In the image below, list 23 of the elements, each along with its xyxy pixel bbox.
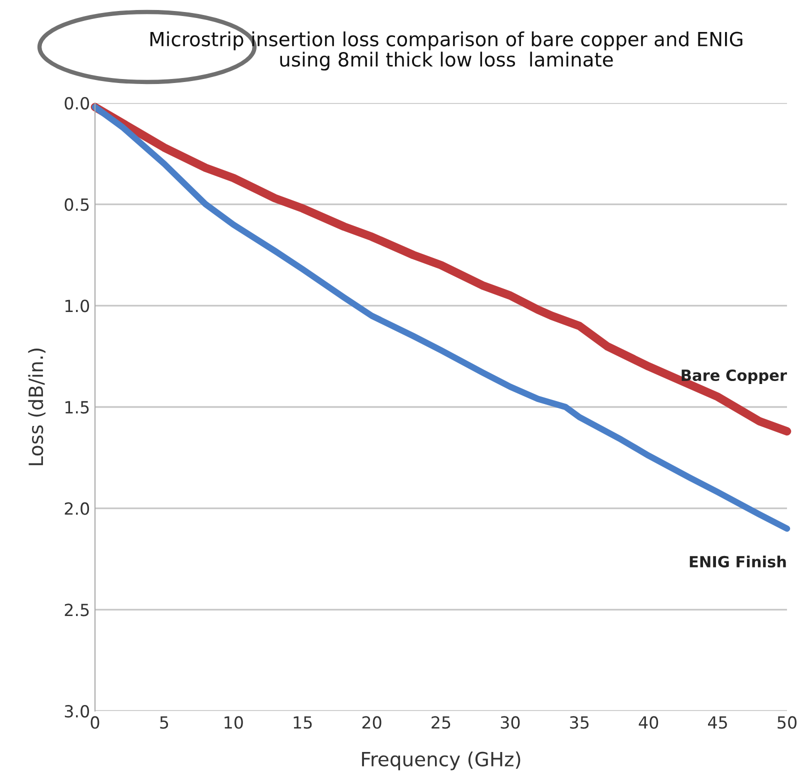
x-tick-label: 5 [160,716,168,729]
x-tick-label: 35 [570,716,589,729]
x-tick-label: 10 [224,716,243,729]
x-tick-label: 45 [708,716,727,729]
x-tick-label: 30 [500,716,520,729]
y-tick-label: 2.5 [64,604,89,616]
y-tick-label: 3.0 [64,704,90,718]
x-tick-label: 15 [294,716,312,729]
x-tick-label: 20 [362,716,382,729]
y-tick-label: 1.0 [65,300,90,312]
y-tick-label: 0.0 [64,96,90,110]
x-tick-label: 0 [90,716,100,729]
x-tick-label: 50 [778,716,796,729]
y-tick-label: 1.5 [65,401,89,414]
chart-title: Microstrip insertion loss comparison of bare copper and ENIG using 8mil thick low loss laminate [150,31,742,71]
x-tick-label: 40 [638,716,658,729]
series-label: ENIG Finish [690,556,786,568]
y-tick-label: 0.5 [64,198,89,211]
y-axis-title: Loss (dB/in.) [28,348,46,466]
x-tick-label: 25 [432,716,450,729]
x-axis-title: Frequency (GHz) [362,751,520,770]
y-tick-label: 2.0 [64,502,90,515]
series-label: Bare Copper [682,369,787,384]
